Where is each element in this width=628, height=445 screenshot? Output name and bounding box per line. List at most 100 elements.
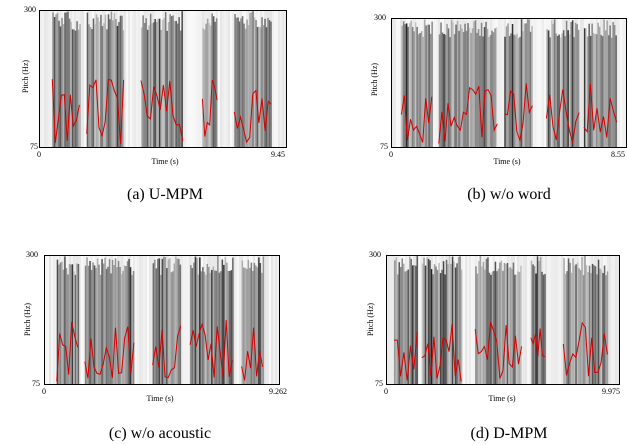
spectrogram-striation [113, 265, 115, 384]
spectrogram-striation [175, 20, 177, 147]
spectrogram-striation [215, 270, 218, 384]
spectrogram-striation [494, 261, 497, 384]
spectrogram-striation [221, 259, 224, 384]
spectrogram-background [134, 11, 136, 147]
spectrogram-striation [459, 24, 462, 147]
spectrogram-background [190, 11, 192, 147]
spectrogram-striation [121, 15, 123, 147]
pitch-contour [421, 323, 462, 382]
spectrogram-striation [598, 26, 601, 147]
spectrogram-striation [102, 263, 105, 384]
y-tick-top: 300 [24, 5, 36, 14]
spectrogram-striation [62, 24, 65, 147]
spectrogram-background [389, 256, 391, 384]
spectrogram-striation [574, 22, 577, 147]
figure-panel-a: 300 75 Pitch (Hz) 0 Time (s) 9.45 (a) U-… [0, 0, 300, 203]
spectrogram-striation [475, 266, 477, 384]
spectrogram-striation [436, 269, 439, 384]
spectrogram-striation [70, 264, 72, 384]
spectrogram-striation [104, 14, 107, 147]
x-tick-left: 0 [384, 387, 388, 396]
spectrogram-striation [146, 29, 149, 147]
spectrogram-striation [84, 265, 87, 384]
spectrogram-background [278, 11, 280, 147]
y-axis-label: Pitch (Hz) [21, 59, 31, 94]
spectrogram-striation [544, 273, 546, 384]
spectrogram-striation [112, 20, 114, 147]
spectrogram-svg [40, 11, 286, 147]
spectrogram-striation [68, 264, 71, 384]
spectrogram-striation [461, 28, 463, 147]
spectrogram-striation [103, 23, 105, 147]
spectrogram-striation [586, 36, 589, 147]
spectrogram-background [228, 11, 230, 147]
spectrogram-striation [523, 23, 526, 147]
spectrogram-striation [86, 257, 88, 384]
pitch-contour [474, 321, 523, 379]
spectrogram-background [488, 19, 490, 147]
pitch-contour [530, 328, 545, 358]
spectrogram-background [188, 11, 190, 147]
spectrogram-striation [482, 36, 484, 147]
spectrogram-background [271, 256, 273, 384]
spectrogram-striation [211, 269, 213, 384]
spectrogram-background [141, 256, 143, 384]
spectrogram-striation [209, 272, 212, 384]
y-axis-label: Pitch (Hz) [23, 302, 33, 337]
spectrogram-striation [232, 257, 234, 384]
spectrogram-striation [505, 264, 507, 384]
spectrogram-striation [423, 19, 426, 147]
spectrogram-striation [123, 265, 126, 384]
spectrogram-background [280, 11, 282, 147]
spectrogram-striation [459, 256, 461, 384]
spectrogram-striation [465, 30, 468, 147]
spectrogram-striation [73, 29, 75, 147]
spectrogram-striation [61, 17, 63, 147]
spectrogram-striation [567, 30, 569, 147]
spectrogram-striation [481, 266, 483, 384]
spectrogram-striation [215, 18, 218, 147]
spectrogram-background [434, 19, 436, 147]
spectrogram-striation [178, 258, 180, 384]
spectrogram-striation [479, 256, 482, 384]
spectrogram-striation [408, 23, 411, 147]
spectrogram-striation [441, 32, 444, 147]
spectrogram-background [618, 19, 620, 147]
spectrogram-striation [520, 19, 523, 147]
spectrogram-background [84, 11, 86, 147]
spectrogram-striation [480, 22, 483, 147]
spectrogram-striation [91, 29, 93, 147]
spectrogram-background [245, 256, 247, 384]
spectrogram-striation [92, 18, 95, 147]
spectrogram-striation [212, 16, 215, 147]
spectrogram-striation [588, 265, 591, 384]
pitch-contour [84, 326, 135, 379]
pitch-contour [140, 80, 184, 142]
spectrogram-striation [599, 268, 601, 384]
spectrogram-striation [486, 28, 489, 147]
spectrogram-striation [179, 264, 182, 384]
spectrogram-striation [488, 272, 491, 384]
spectrogram-striation [170, 16, 173, 147]
spectrogram-striation [491, 30, 493, 147]
spectrogram-striation [107, 266, 109, 384]
spectrogram-striation [572, 258, 574, 384]
spectrogram-striation [106, 29, 108, 147]
spectrogram-svg [45, 256, 279, 384]
spectrogram-striation [265, 27, 268, 147]
spectrogram-striation [206, 18, 209, 147]
spectrogram-background [273, 256, 275, 384]
spectrogram-background [269, 256, 271, 384]
spectrogram-background [47, 256, 49, 384]
spectrogram-striation [456, 263, 458, 384]
spectrogram-background [551, 256, 553, 384]
spectrogram-striation [401, 25, 403, 147]
spectrogram-striation [217, 256, 219, 384]
spectrogram-striation [419, 33, 421, 147]
spectrogram-striation [218, 272, 221, 384]
spectrogram-striation [109, 19, 111, 147]
spectrogram-striation [429, 33, 432, 147]
spectrogram-striation [129, 267, 132, 384]
spectrogram-striation [431, 21, 433, 147]
spectrogram-striation [455, 24, 457, 147]
